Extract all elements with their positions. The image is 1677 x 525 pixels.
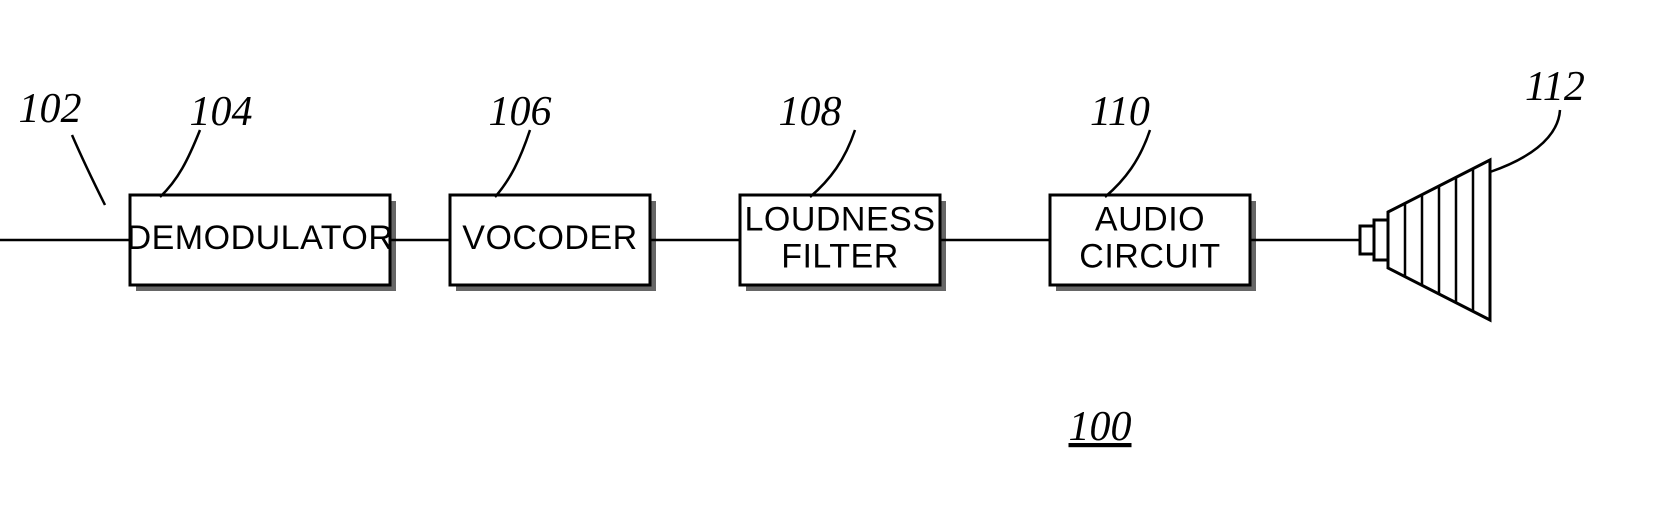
ref-112: 112 bbox=[1525, 64, 1585, 110]
block-loudness-label-1: LOUDNESS bbox=[744, 200, 935, 238]
ref-106: 106 bbox=[489, 89, 552, 135]
leader-108 bbox=[810, 130, 855, 197]
leader-106 bbox=[495, 130, 530, 197]
speaker-icon bbox=[1360, 160, 1490, 320]
block-vocoder-label: VOCODER bbox=[462, 219, 637, 257]
block-demodulator-label: DEMODULATOR bbox=[127, 219, 394, 257]
ref-104: 104 bbox=[190, 89, 253, 135]
leader-102 bbox=[72, 135, 105, 205]
block-audio-label-2: CIRCUIT bbox=[1079, 238, 1220, 276]
ref-108: 108 bbox=[779, 89, 842, 135]
block-loudness-label-2: FILTER bbox=[781, 238, 899, 276]
block-audio-label-1: AUDIO bbox=[1095, 200, 1205, 238]
block-demodulator: DEMODULATOR bbox=[127, 195, 396, 291]
figure-ref: 100 bbox=[1069, 404, 1132, 450]
block-diagram: DEMODULATOR 104 VOCODER 106 LOUDNESSFILTER 10… bbox=[0, 0, 1677, 525]
leader-112 bbox=[1490, 110, 1560, 172]
leader-110 bbox=[1105, 130, 1150, 197]
leader-104 bbox=[160, 130, 200, 197]
block-loudness: LOUDNESSFILTER bbox=[740, 195, 946, 291]
block-audio: AUDIOCIRCUIT bbox=[1050, 195, 1256, 291]
ref-102: 102 bbox=[19, 86, 82, 132]
block-vocoder: VOCODER bbox=[450, 195, 656, 291]
ref-110: 110 bbox=[1090, 89, 1150, 135]
